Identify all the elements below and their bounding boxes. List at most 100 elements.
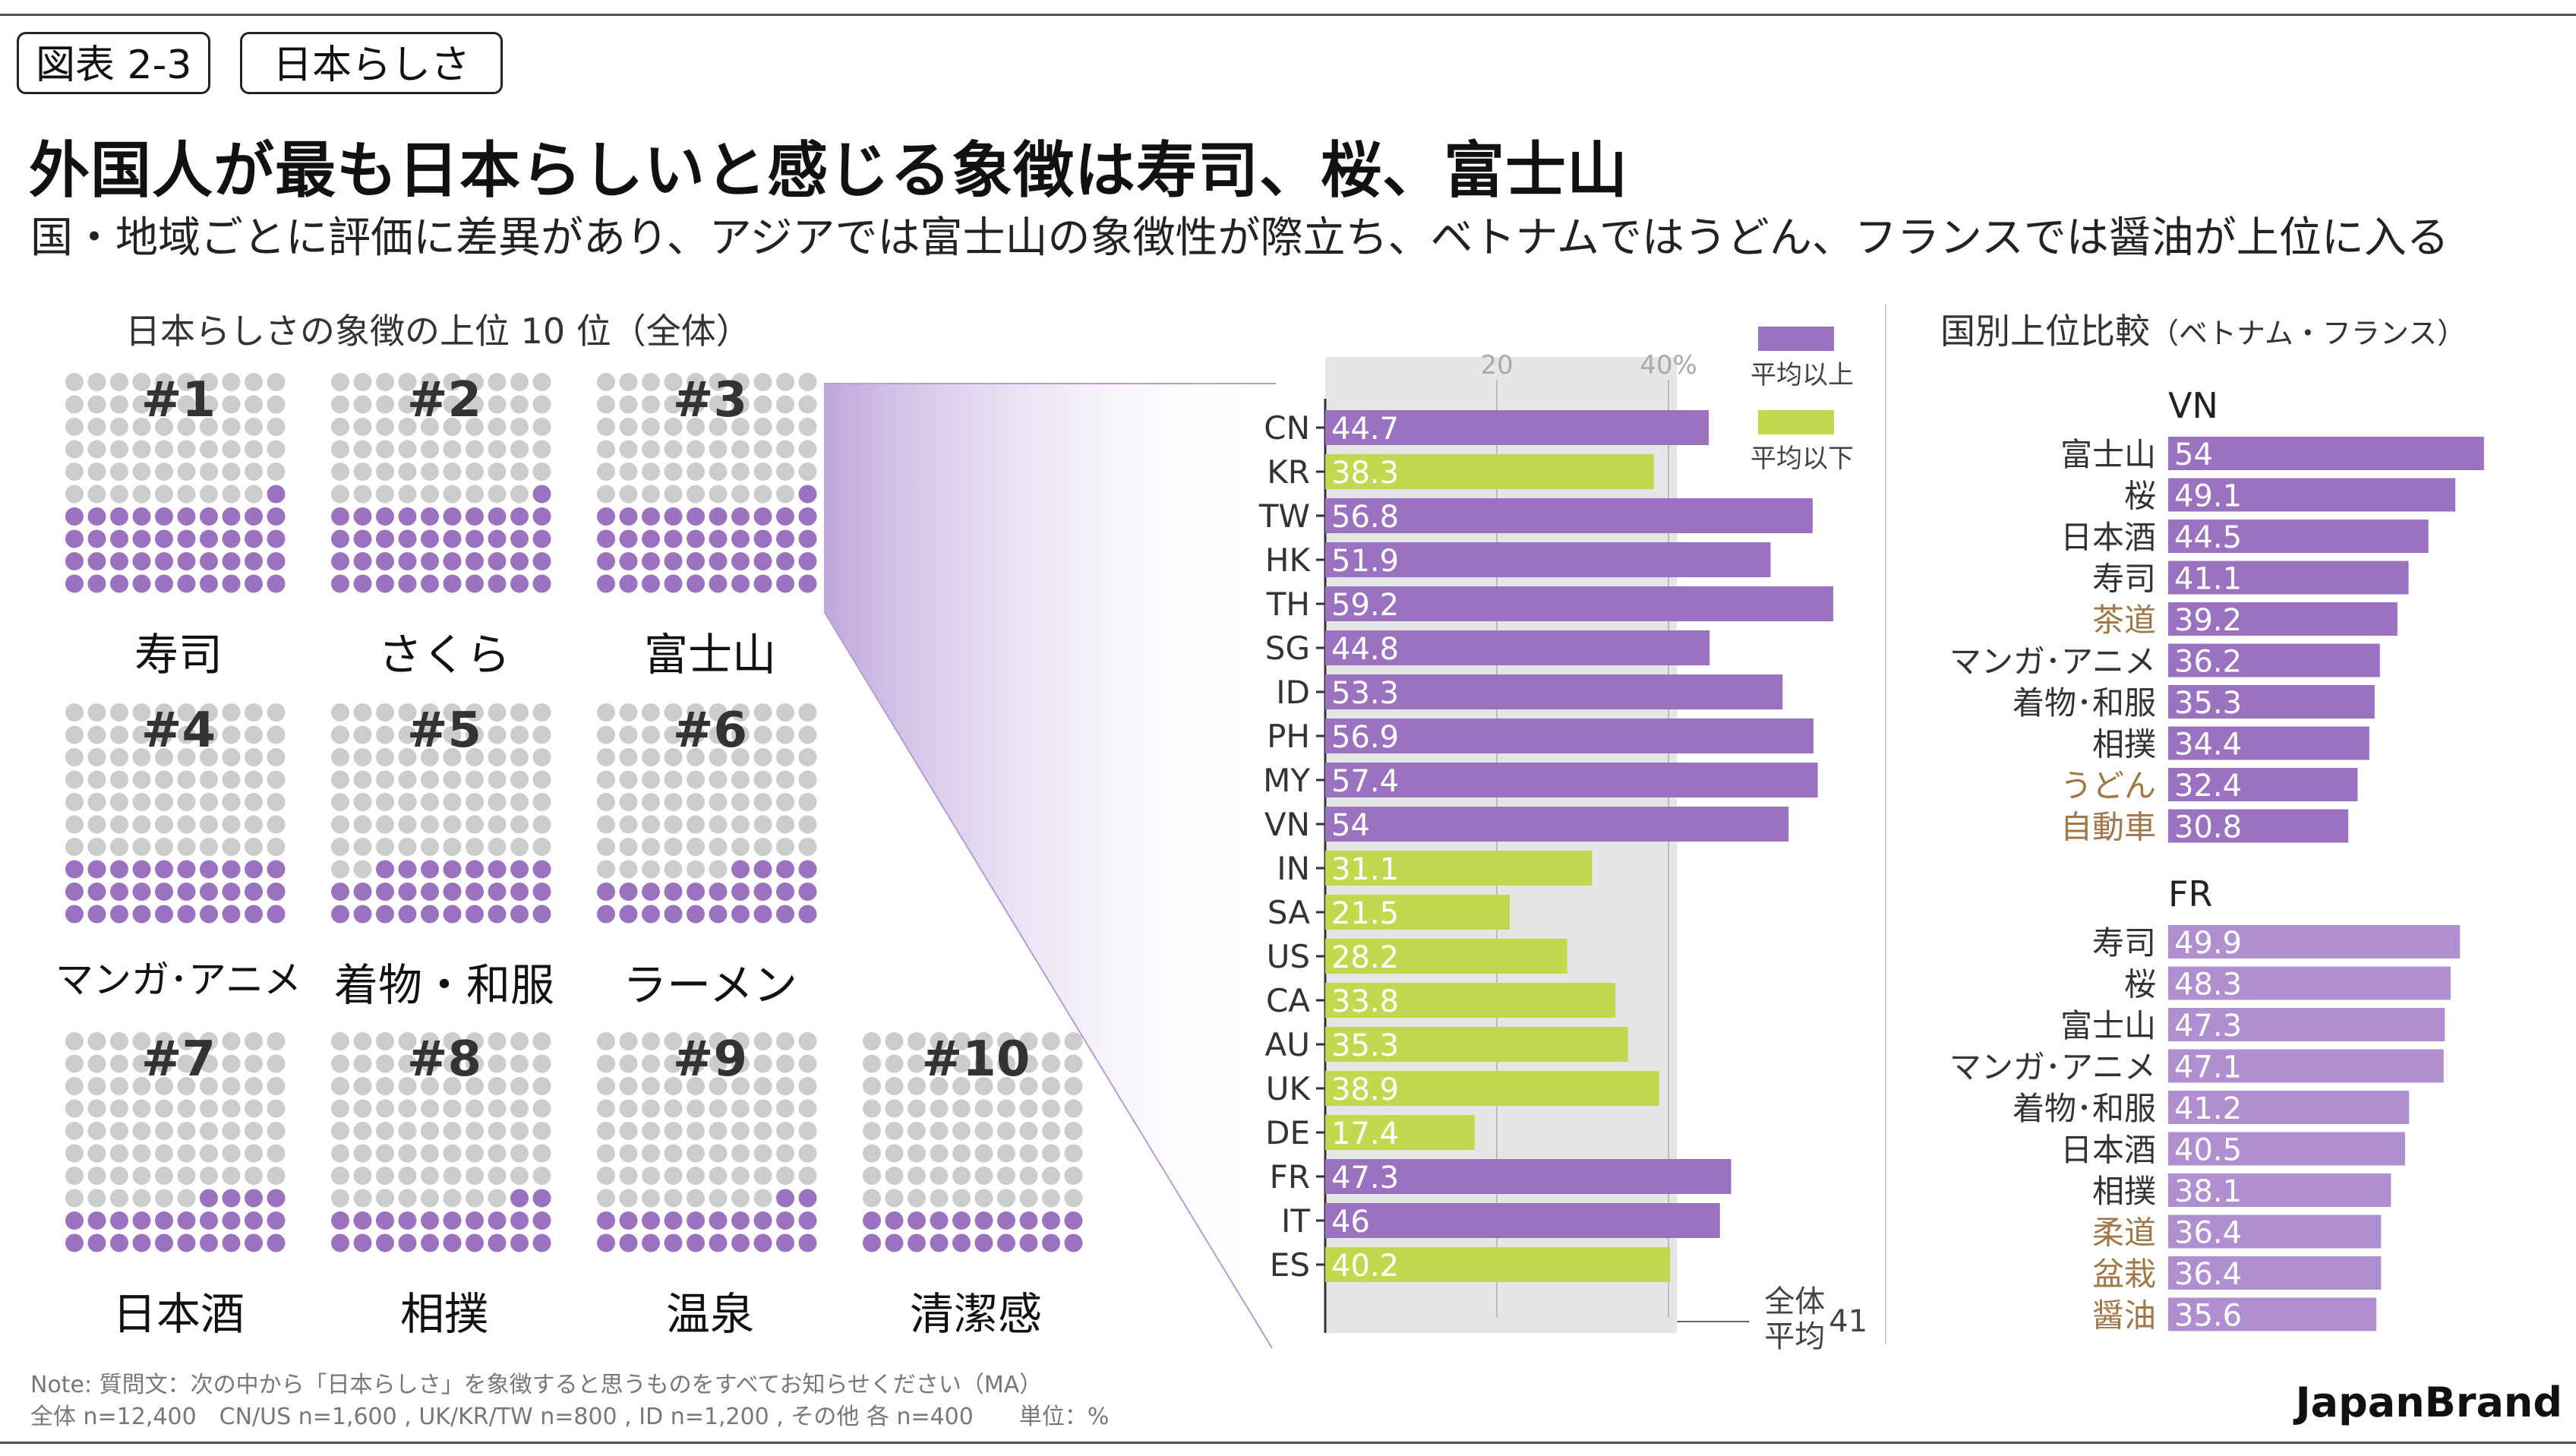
dot-filled — [267, 905, 286, 924]
dot-empty — [776, 418, 794, 436]
dot-empty — [776, 1032, 794, 1050]
dot-empty — [398, 1189, 417, 1208]
dot-empty — [510, 725, 529, 744]
dot-empty — [376, 725, 394, 744]
dot-empty — [267, 1122, 286, 1140]
dot-empty — [798, 1032, 817, 1050]
value-label: 59.2 — [1331, 588, 1399, 623]
dot-empty — [376, 1144, 394, 1163]
dot-filled — [155, 552, 173, 570]
dot-empty — [331, 793, 349, 811]
dot-empty — [908, 1189, 926, 1208]
dot-empty — [132, 1189, 151, 1208]
dot-filled — [376, 507, 394, 526]
dot-filled — [753, 552, 772, 570]
dot-empty — [731, 838, 750, 856]
dot-empty — [776, 1122, 794, 1140]
dot-filled — [177, 860, 196, 879]
value-label: 17.4 — [1331, 1116, 1399, 1151]
dot-filled — [619, 552, 638, 570]
dot-empty — [664, 373, 683, 391]
dot-empty — [110, 1144, 128, 1163]
dot-empty — [222, 440, 241, 459]
dot-empty — [331, 1144, 349, 1163]
dot-empty — [222, 418, 241, 436]
bar — [2168, 1008, 2445, 1041]
dot-empty — [597, 793, 615, 811]
dot-empty — [974, 1122, 993, 1140]
dot-empty — [65, 373, 84, 391]
dot-filled — [245, 507, 263, 526]
dot-filled — [110, 883, 128, 901]
dot-empty — [466, 838, 484, 856]
dot-filled — [353, 905, 372, 924]
item-label: マンガ･アニメ — [55, 958, 301, 1002]
dot-filled — [642, 1233, 660, 1252]
bar — [1325, 763, 1818, 797]
dot-empty — [155, 815, 173, 834]
dot-empty — [997, 1189, 1015, 1208]
dot-empty — [110, 1054, 128, 1073]
dot-empty — [245, 440, 263, 459]
dot-empty — [200, 440, 218, 459]
dot-empty — [421, 1099, 439, 1118]
dot-filled — [664, 529, 683, 548]
dot-filled — [687, 574, 705, 593]
dot-empty — [87, 748, 106, 766]
dot-filled — [353, 1233, 372, 1252]
dot-filled — [776, 1211, 794, 1230]
axis-tick-label: 40% — [1640, 350, 1697, 381]
dot-empty — [1042, 1167, 1060, 1185]
dot-filled — [398, 552, 417, 570]
dot-empty — [331, 860, 349, 879]
dot-empty — [885, 1077, 904, 1095]
dot-empty — [65, 838, 84, 856]
dot-empty — [222, 1054, 241, 1073]
dot-empty — [421, 440, 439, 459]
dot-empty — [376, 815, 394, 834]
dot-empty — [267, 463, 286, 481]
dot-empty — [974, 1189, 993, 1208]
dot-filled — [245, 860, 263, 879]
dot-filled — [798, 1211, 817, 1230]
dot-empty — [642, 725, 660, 744]
dot-empty — [664, 1167, 683, 1185]
dot-empty — [466, 1032, 484, 1050]
dot-empty — [709, 1077, 728, 1095]
dot-empty — [421, 1167, 439, 1185]
dot-filled — [155, 529, 173, 548]
dot-empty — [488, 463, 507, 481]
dot-empty — [642, 703, 660, 722]
dot-filled — [753, 883, 772, 901]
dot-filled — [532, 574, 551, 593]
dot-empty — [222, 793, 241, 811]
dot-empty — [597, 1122, 615, 1140]
dot-empty — [353, 1189, 372, 1208]
dot-empty — [709, 1122, 728, 1140]
dot-empty — [353, 815, 372, 834]
dot-empty — [331, 485, 349, 504]
dot-empty — [510, 373, 529, 391]
value-label: 56.8 — [1331, 500, 1399, 535]
dot-empty — [687, 815, 705, 834]
dot-matrix — [65, 1032, 286, 1252]
dot-empty — [267, 373, 286, 391]
dot-empty — [776, 725, 794, 744]
dot-empty — [776, 1054, 794, 1073]
dot-filled — [1042, 1233, 1060, 1252]
dot-empty — [443, 485, 462, 504]
dot-empty — [597, 1077, 615, 1095]
dot-empty — [952, 1167, 971, 1185]
bar — [2168, 925, 2461, 959]
dot-empty — [200, 1167, 218, 1185]
dot-empty — [863, 1144, 881, 1163]
dot-empty — [245, 1099, 263, 1118]
dot-empty — [619, 838, 638, 856]
dot-empty — [908, 1144, 926, 1163]
page-subtitle: 国・地域ごとに評価に差異があり、アジアでは富士山の象徴性が際立ち、ベトナムではう… — [30, 213, 2449, 263]
dot-matrix — [331, 703, 551, 924]
dot-empty — [597, 1032, 615, 1050]
dot-empty — [997, 1122, 1015, 1140]
dot-empty — [952, 1144, 971, 1163]
dot-empty — [488, 1167, 507, 1185]
